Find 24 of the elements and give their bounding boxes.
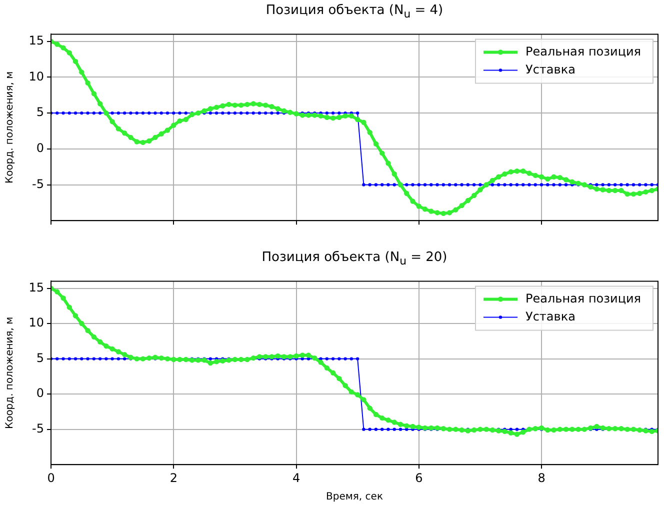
x-tick-label: 6	[415, 470, 423, 485]
x-tick-label: 0	[47, 470, 55, 485]
y-tick-label: 0	[36, 386, 44, 400]
y-tick-label: 5	[36, 350, 44, 365]
x-tick-label: 2	[170, 470, 178, 485]
legend-label: Реальная позиция	[526, 44, 641, 58]
y-tick-label: 15	[28, 33, 44, 48]
x-axis-title: Время, сек	[326, 492, 383, 503]
y-tick-label: 0	[36, 141, 44, 156]
y-tick-label: 5	[36, 105, 44, 120]
y-tick-label: -5	[32, 176, 44, 191]
legend-label: Реальная позиция	[526, 291, 641, 306]
y-axis-title: Коорд. положения, м	[4, 71, 16, 184]
chart-title: Позиция объекта (N$_{u}$ = 4)	[264, 3, 444, 21]
y-tick-label: 10	[28, 69, 44, 84]
legend-label: Уставка	[526, 309, 576, 324]
legend-label: Уставка	[526, 62, 576, 76]
y-tick-label: 10	[28, 316, 44, 330]
x-tick-label: 8	[538, 470, 546, 485]
chart-title: Позиция объекта (N$_{u}$ = 20)	[260, 250, 448, 268]
y-tick-label: -5	[32, 421, 44, 436]
y-axis-title: Коорд. положения, м	[4, 316, 16, 430]
y-tick-label: 15	[28, 280, 44, 294]
x-tick-label: 4	[292, 470, 300, 485]
